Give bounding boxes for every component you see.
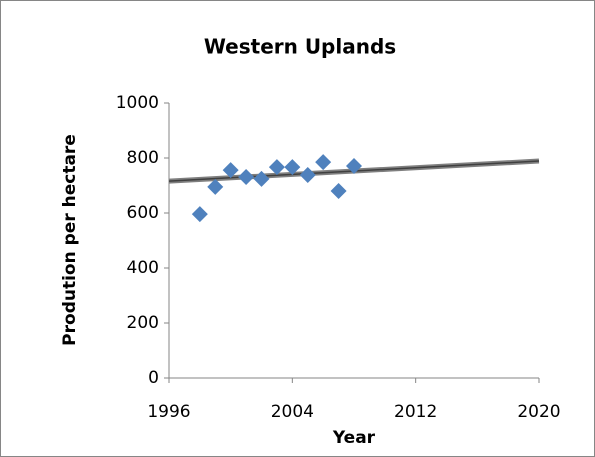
x-tick-label: 1996	[147, 402, 190, 422]
point	[330, 183, 347, 199]
y-tick-label: 1000	[116, 93, 159, 113]
point	[284, 159, 301, 176]
point	[299, 167, 316, 184]
point	[191, 206, 208, 223]
y-tick-label: 0	[148, 368, 159, 388]
x-tick-label: 2012	[394, 402, 437, 422]
point	[346, 157, 362, 174]
point	[238, 168, 255, 185]
x-axis-label: Year	[332, 428, 376, 448]
chart-title: Western Uplands	[204, 35, 396, 59]
x-tick-label: 2020	[517, 402, 560, 422]
x-tick-label: 2004	[271, 402, 314, 422]
point	[253, 170, 270, 187]
point	[222, 162, 239, 179]
y-tick-label: 200	[127, 313, 159, 333]
y-axis-label: Prodution per hectare	[60, 134, 80, 346]
y-tick-label: 800	[127, 148, 159, 168]
point	[268, 159, 285, 176]
point	[207, 178, 224, 195]
point	[315, 154, 332, 171]
y-tick-label: 600	[127, 203, 159, 223]
y-tick-label: 400	[127, 258, 159, 278]
